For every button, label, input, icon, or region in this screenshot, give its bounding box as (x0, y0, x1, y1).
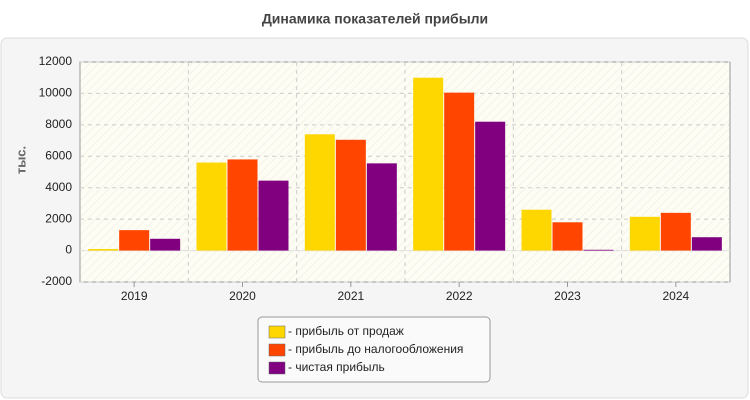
y-axis-label: тыс. (13, 146, 28, 174)
x-tick-label: 2020 (229, 289, 256, 303)
bar (475, 121, 506, 251)
y-tick-label: -2000 (41, 274, 72, 288)
y-tick-label: 2000 (45, 211, 72, 225)
bar (335, 139, 366, 251)
x-tick-label: 2024 (662, 289, 689, 303)
bar (552, 222, 583, 251)
legend-label: - прибыль до налогообложения (288, 342, 463, 356)
bar (119, 230, 150, 251)
bar (660, 212, 691, 251)
y-tick-label: 8000 (45, 117, 72, 131)
bar (366, 163, 397, 251)
legend-swatch (268, 343, 286, 357)
bar (521, 209, 552, 251)
bar (150, 238, 181, 251)
bar (304, 134, 335, 251)
legend-swatch (268, 325, 286, 339)
x-tick-label: 2021 (337, 289, 364, 303)
bar (227, 159, 258, 251)
bar (258, 180, 289, 251)
bar (629, 216, 660, 251)
y-tick-label: 0 (65, 243, 72, 257)
bar (413, 77, 444, 251)
bar (444, 92, 475, 251)
x-tick-label: 2023 (554, 289, 581, 303)
legend (257, 316, 491, 383)
y-tick-label: 12000 (39, 54, 73, 68)
legend-swatch (268, 361, 286, 375)
bar (196, 162, 227, 251)
bar (691, 237, 722, 251)
y-tick-label: 4000 (45, 180, 72, 194)
x-tick-label: 2022 (446, 289, 473, 303)
y-tick-label: 6000 (45, 148, 72, 162)
legend-label: - прибыль от продаж (288, 324, 404, 338)
plot-area (79, 61, 731, 283)
legend-label: - чистая прибыль (288, 360, 385, 374)
y-tick-label: 10000 (39, 86, 73, 100)
chart-title: Динамика показателей прибыли (262, 11, 488, 27)
bar (583, 249, 614, 251)
bar (88, 249, 119, 251)
x-tick-label: 2019 (121, 289, 148, 303)
